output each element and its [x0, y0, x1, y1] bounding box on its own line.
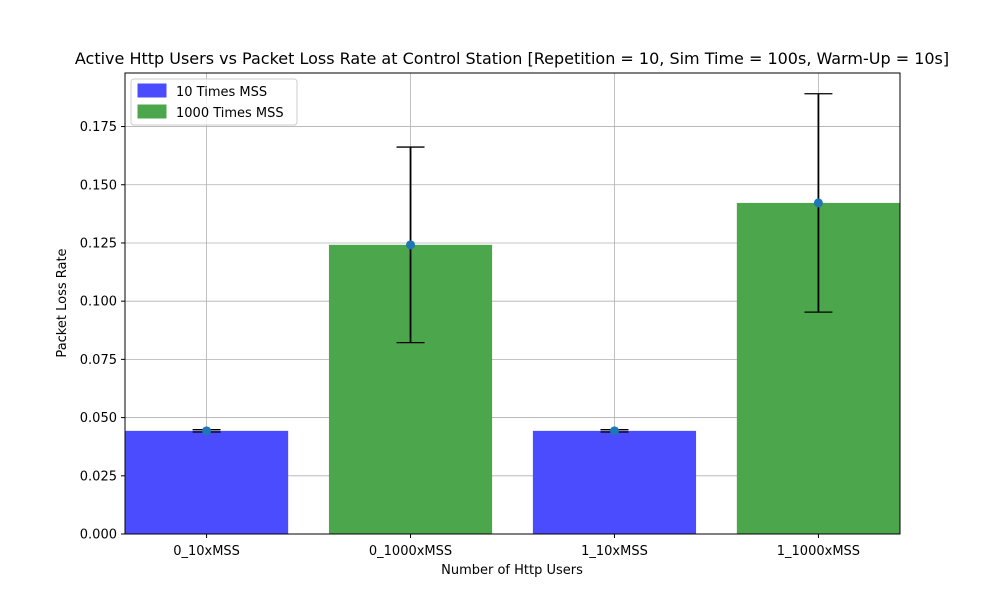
legend-swatch-10-times-mss	[137, 83, 167, 98]
mean-markers-group	[202, 198, 823, 436]
y-tick-label: 0.125	[80, 236, 117, 251]
plot-frame	[124, 72, 901, 535]
y-tick-label: 0.050	[80, 411, 117, 426]
mean-point-1-1000xmss	[813, 198, 823, 208]
bar-0-10xmss	[125, 430, 289, 534]
legend-label-1000-times-mss: 1000 Times MSS	[176, 106, 284, 121]
y-tick-label: 0.075	[80, 353, 117, 368]
y-tick-label: 0.100	[80, 295, 117, 310]
y-tick-label: 0.150	[80, 178, 117, 193]
x-tick-label-1-1000xmss: 1_1000xMSS	[777, 544, 860, 559]
y-axis-ticks: 0.000 0.025 0.050 0.075 0.100 0.125 0.150 0.175	[80, 120, 125, 543]
bars-group	[125, 202, 900, 534]
x-tick-label-0-10xmss: 0_10xMSS	[173, 544, 240, 559]
mean-point-1-10xmss	[609, 426, 619, 436]
legend-box	[130, 78, 298, 126]
y-tick-label: 0.025	[80, 469, 117, 484]
y-tick-label: 0.000	[80, 528, 117, 543]
legend: 10 Times MSS 1000 Times MSS	[130, 78, 298, 126]
x-tick-label-1-10xmss: 1_10xMSS	[581, 544, 648, 559]
x-tick-label-0-1000xmss: 0_1000xMSS	[369, 544, 452, 559]
chart-title: Active Http Users vs Packet Loss Rate at…	[75, 49, 949, 68]
legend-label-10-times-mss: 10 Times MSS	[176, 85, 267, 100]
x-axis-label: Number of Http Users	[441, 563, 583, 578]
bar-1-10xmss	[532, 430, 697, 534]
mean-point-0-10xmss	[202, 426, 212, 436]
mean-point-0-1000xmss	[406, 240, 416, 250]
y-tick-label: 0.175	[80, 120, 117, 135]
y-axis-label: Packet Loss Rate	[55, 248, 70, 357]
x-axis-ticks: 0_10xMSS 0_1000xMSS 1_10xMSS 1_1000xMSS	[173, 534, 860, 559]
legend-swatch-1000-times-mss	[137, 104, 167, 119]
